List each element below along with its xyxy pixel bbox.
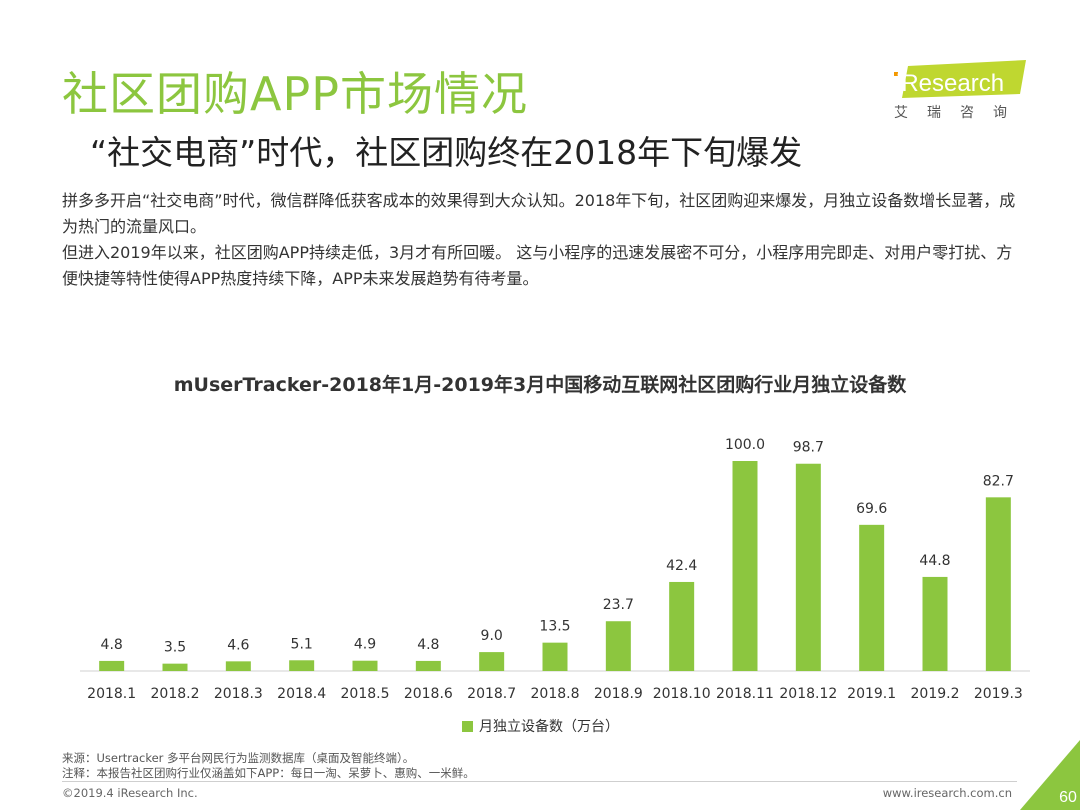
value-label-2018.6: 4.8 [417, 637, 439, 653]
bar-2018.9 [605, 621, 631, 671]
value-label-2018.2: 3.5 [164, 640, 186, 656]
value-label-2018.11: 100.0 [725, 437, 765, 453]
legend-label: 月独立设备数（万台） [479, 719, 619, 735]
note-text: 注释：本报告社区团购行业仅涵盖如下APP：每日一淘、呆萝卜、惠购、一米鲜。 [62, 766, 475, 780]
bar-2018.7 [479, 652, 505, 671]
category-label-2018.7: 2018.7 [467, 686, 516, 702]
chart-title: mUserTracker-2018年1月-2019年3月中国移动互联网社区团购行… [173, 374, 907, 396]
category-label-2019.3: 2019.3 [974, 686, 1023, 702]
bar-2018.5 [352, 660, 378, 671]
value-label-2019.1: 69.6 [856, 501, 887, 517]
category-label-2018.11: 2018.11 [716, 686, 774, 702]
source-notes: 来源：Usertracker 多平台网民行为监测数据库（桌面及智能终端）。 注释… [62, 751, 475, 781]
value-label-2019.3: 82.7 [983, 473, 1014, 489]
page-subtitle: “社交电商”时代，社区团购终在2018年下旬爆发 [90, 133, 803, 172]
value-label-2018.1: 4.8 [101, 637, 123, 653]
page-title: 社区团购APP市场情况 [62, 67, 528, 121]
category-label-2018.4: 2018.4 [277, 686, 326, 702]
value-label-2018.12: 98.7 [793, 440, 824, 456]
footer-url: www.iresearch.com.cn [882, 786, 1012, 800]
category-label-2019.2: 2019.2 [911, 686, 960, 702]
logo-mark: iResearch [894, 60, 1026, 98]
value-label-2019.2: 44.8 [919, 553, 950, 569]
value-label-2018.4: 5.1 [291, 636, 313, 652]
value-label-2018.5: 4.9 [354, 637, 376, 653]
value-label-2018.10: 42.4 [666, 558, 697, 574]
bar-2018.10 [669, 581, 695, 671]
bar-2018.11 [732, 461, 758, 671]
category-label-2018.6: 2018.6 [404, 686, 453, 702]
logo-tagline: 艾瑞咨询 [894, 105, 1026, 121]
category-label-2018.2: 2018.2 [151, 686, 200, 702]
bar-2018.1 [99, 660, 125, 671]
category-label-2018.8: 2018.8 [531, 686, 580, 702]
value-label-2018.7: 9.0 [481, 628, 503, 644]
legend-swatch [462, 721, 473, 732]
page-number: 60 [1059, 789, 1077, 806]
value-label-2018.3: 4.6 [227, 637, 249, 653]
category-label-2018.1: 2018.1 [87, 686, 136, 702]
body-paragraph-1: 拼多多开启“社交电商”时代，微信群降低获客成本的效果得到大众认知。2018年下旬… [62, 191, 1016, 236]
chart-legend: 月独立设备数（万台） [462, 716, 619, 736]
category-label-2018.5: 2018.5 [341, 686, 390, 702]
bar-2018.3 [225, 661, 251, 671]
value-label-2018.8: 13.5 [539, 619, 570, 635]
source-text: 来源：Usertracker 多平台网民行为监测数据库（桌面及智能终端）。 [62, 751, 415, 765]
bar-2019.1 [859, 524, 885, 671]
body-paragraph-2: 但进入2019年以来，社区团购APP持续走低，3月才有所回暖。 这与小程序的迅速… [62, 243, 1013, 288]
category-label-2019.1: 2019.1 [847, 686, 896, 702]
bar-2018.2 [162, 663, 188, 671]
bar-2018.4 [289, 660, 315, 671]
copyright-text: ©2019.4 iResearch Inc. [62, 786, 198, 800]
iresearch-logo: iResearch 艾瑞咨询 [888, 58, 1033, 128]
category-label-2018.10: 2018.10 [653, 686, 711, 702]
page-number-badge: 60 [1020, 740, 1080, 810]
bar-2018.8 [542, 642, 568, 671]
bar-chart: 4.8 2018.1 3.5 2018.2 4.6 2018.3 5.1 2018.4 4.9 2… [80, 437, 1030, 702]
category-label-2018.12: 2018.12 [779, 686, 837, 702]
bar-2019.3 [985, 497, 1011, 671]
category-label-2018.3: 2018.3 [214, 686, 263, 702]
bar-2019.2 [922, 576, 948, 671]
logo-brand-text: iResearch [896, 70, 1004, 97]
bar-2018.6 [415, 660, 441, 671]
value-label-2018.9: 23.7 [603, 597, 634, 613]
footer-divider [62, 781, 1017, 782]
category-label-2018.9: 2018.9 [594, 686, 643, 702]
bar-2018.12 [795, 463, 821, 671]
